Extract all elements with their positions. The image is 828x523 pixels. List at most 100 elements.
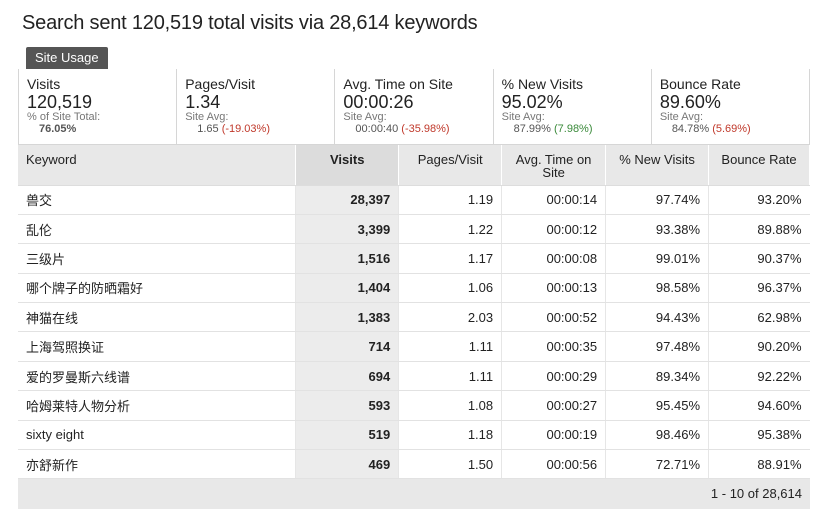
tab-site-usage[interactable]: Site Usage: [26, 47, 108, 69]
keyword-cell[interactable]: 哪个牌子的防晒霜好: [18, 273, 297, 304]
metric-visits: Visits 120,519 % of Site Total: 76.05%: [19, 69, 178, 144]
table-row: 乱伦 3,399 1.22 00:00:12 93.38% 89.88%: [18, 214, 810, 245]
keyword-cell[interactable]: 乱伦: [18, 214, 297, 245]
new-visits-cell: 95.45%: [605, 390, 710, 421]
metric-delta: (-35.98%): [401, 123, 450, 135]
metric-label: % New Visits: [501, 76, 584, 92]
table-row: 三级片 1,516 1.17 00:00:08 99.01% 90.37%: [18, 243, 810, 274]
metric-sub: Site Avg:: [185, 111, 229, 123]
metric-new-visits: % New Visits 95.02% Site Avg: 87.99% (7.…: [494, 69, 652, 144]
visits-cell: 1,404: [295, 273, 400, 304]
avg-time-cell: 00:00:56: [501, 449, 607, 480]
pages-per-visit-cell: 1.19: [398, 185, 503, 215]
pagination: 1 - 10 of 28,614: [18, 479, 810, 509]
column-header-new-visits[interactable]: % New Visits: [605, 145, 710, 186]
visits-cell: 519: [295, 420, 400, 451]
metric-value: 120,519: [27, 92, 93, 112]
new-visits-cell: 97.74%: [605, 185, 710, 215]
new-visits-cell: 89.34%: [605, 361, 710, 392]
metric-avg: 76.05%: [39, 123, 77, 135]
bounce-rate-cell: 88.91%: [708, 449, 810, 480]
metric-delta: (7.98%): [553, 123, 593, 135]
pages-per-visit-cell: 1.06: [398, 273, 503, 304]
new-visits-cell: 94.43%: [605, 302, 710, 333]
bounce-rate-cell: 90.20%: [708, 331, 810, 362]
pages-per-visit-cell: 1.11: [398, 361, 503, 392]
new-visits-cell: 98.46%: [605, 420, 710, 451]
metric-sub: Site Avg:: [501, 111, 545, 123]
pages-per-visit-cell: 1.22: [398, 214, 503, 245]
metric-label: Pages/Visit: [185, 76, 255, 92]
pages-per-visit-cell: 1.08: [398, 390, 503, 421]
pages-per-visit-cell: 1.11: [398, 331, 503, 362]
metric-pages-per-visit: Pages/Visit 1.34 Site Avg: 1.65 (-19.03%…: [177, 69, 336, 144]
metric-value: 00:00:26: [343, 92, 414, 112]
keyword-cell[interactable]: 哈姆莱特人物分析: [18, 390, 297, 421]
avg-time-cell: 00:00:14: [501, 185, 607, 215]
metric-avg: 00:00:40 (-35.98%): [355, 123, 450, 135]
bounce-rate-cell: 92.22%: [708, 361, 810, 392]
metric-avg: 1.65 (-19.03%): [197, 123, 270, 135]
visits-cell: 469: [295, 449, 400, 480]
metric-avg: 87.99% (7.98%): [513, 123, 593, 135]
avg-time-cell: 00:00:13: [501, 273, 607, 304]
new-visits-cell: 93.38%: [605, 214, 710, 245]
column-header-keyword[interactable]: Keyword: [18, 145, 297, 186]
metric-label: Visits: [27, 76, 61, 92]
metric-avg: 84.78% (5.69%): [671, 123, 751, 135]
visits-cell: 694: [295, 361, 400, 392]
metric-sub: % of Site Total:: [27, 111, 101, 123]
new-visits-cell: 72.71%: [605, 449, 710, 480]
table-row: 上海驾照换证 714 1.11 00:00:35 97.48% 90.20%: [18, 331, 810, 362]
avg-time-cell: 00:00:19: [501, 420, 607, 451]
avg-time-cell: 00:00:27: [501, 390, 607, 421]
keyword-cell[interactable]: 亦舒新作: [18, 449, 297, 480]
bounce-rate-cell: 94.60%: [708, 390, 810, 421]
bounce-rate-cell: 89.88%: [708, 214, 810, 245]
table-row: 兽交 28,397 1.19 00:00:14 97.74% 93.20%: [18, 185, 810, 215]
bounce-rate-cell: 96.37%: [708, 273, 810, 304]
table-row: 哈姆莱特人物分析 593 1.08 00:00:27 95.45% 94.60%: [18, 390, 810, 421]
avg-time-cell: 00:00:08: [501, 243, 607, 274]
metric-value: 95.02%: [501, 92, 563, 112]
pages-per-visit-cell: 1.17: [398, 243, 503, 274]
pages-per-visit-cell: 1.50: [398, 449, 503, 480]
metrics-summary: Visits 120,519 % of Site Total: 76.05% P…: [18, 69, 810, 145]
pages-per-visit-cell: 1.18: [398, 420, 503, 451]
metric-value: 1.34: [185, 92, 221, 112]
keyword-cell[interactable]: 爱的罗曼斯六线谱: [18, 361, 297, 392]
visits-cell: 1,516: [295, 243, 400, 274]
page-title: Search sent 120,519 total visits via 28,…: [22, 12, 478, 34]
bounce-rate-cell: 90.37%: [708, 243, 810, 274]
keyword-cell[interactable]: 兽交: [18, 185, 297, 215]
visits-cell: 714: [295, 331, 400, 362]
metric-bounce-rate: Bounce Rate 89.60% Site Avg: 84.78% (5.6…: [652, 69, 809, 144]
table-row: 神猫在线 1,383 2.03 00:00:52 94.43% 62.98%: [18, 302, 810, 333]
keyword-cell[interactable]: sixty eight: [18, 420, 297, 451]
column-header-pages-per-visit[interactable]: Pages/Visit: [398, 145, 503, 186]
metric-value: 89.60%: [659, 92, 721, 112]
avg-time-cell: 00:00:35: [501, 331, 607, 362]
metric-avg-time: Avg. Time on Site 00:00:26 Site Avg: 00:…: [335, 69, 494, 144]
metric-delta: (-19.03%): [221, 123, 270, 135]
table-row: 爱的罗曼斯六线谱 694 1.11 00:00:29 89.34% 92.22%: [18, 361, 810, 392]
avg-time-cell: 00:00:52: [501, 302, 607, 333]
visits-cell: 28,397: [295, 185, 400, 215]
table-row: sixty eight 519 1.18 00:00:19 98.46% 95.38%: [18, 420, 810, 451]
keyword-cell[interactable]: 三级片: [18, 243, 297, 274]
new-visits-cell: 99.01%: [605, 243, 710, 274]
keyword-cell[interactable]: 神猫在线: [18, 302, 297, 333]
column-header-bounce-rate[interactable]: Bounce Rate: [708, 145, 810, 186]
visits-cell: 3,399: [295, 214, 400, 245]
metric-label: Bounce Rate: [659, 76, 741, 92]
keyword-cell[interactable]: 上海驾照换证: [18, 331, 297, 362]
column-header-visits[interactable]: Visits: [295, 145, 400, 186]
bounce-rate-cell: 93.20%: [708, 185, 810, 215]
visits-cell: 593: [295, 390, 400, 421]
table-row: 亦舒新作 469 1.50 00:00:56 72.71% 88.91%: [18, 449, 810, 480]
avg-time-cell: 00:00:12: [501, 214, 607, 245]
column-header-avg-time[interactable]: Avg. Time on Site: [501, 145, 607, 186]
bounce-rate-cell: 62.98%: [708, 302, 810, 333]
metric-label: Avg. Time on Site: [343, 76, 453, 92]
metric-sub: Site Avg:: [659, 111, 704, 123]
